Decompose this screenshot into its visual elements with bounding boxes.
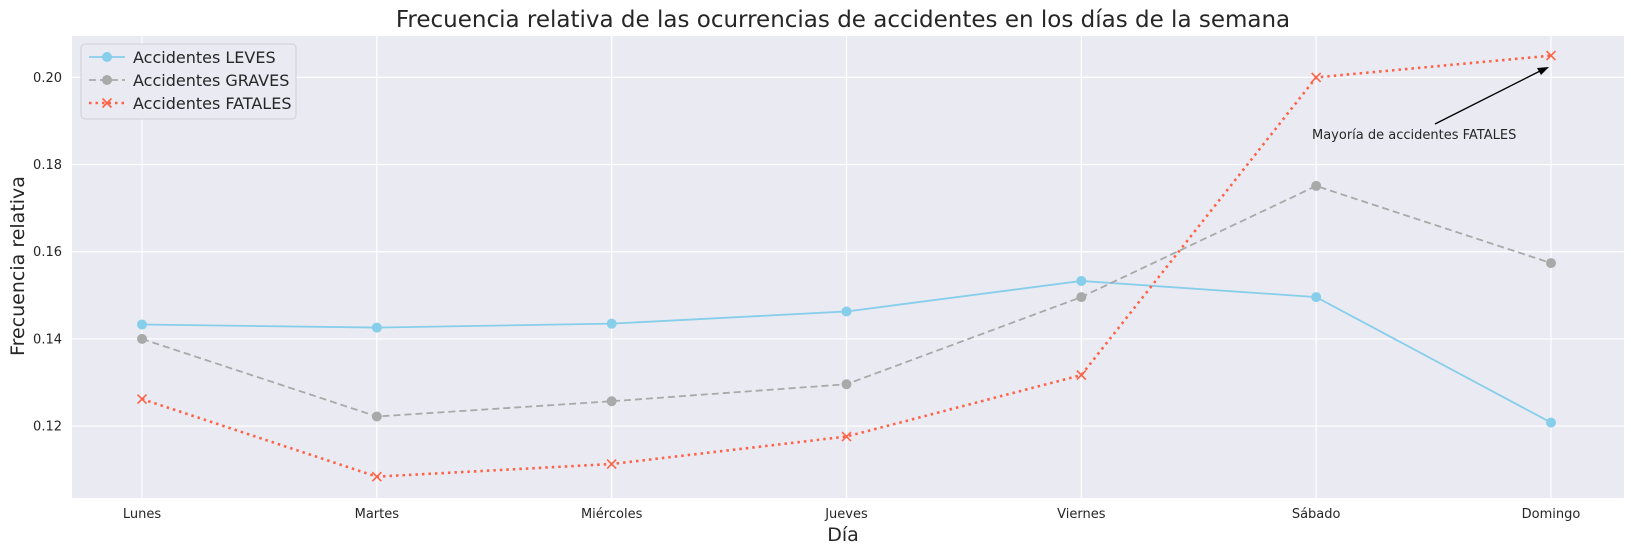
legend-box <box>80 43 297 120</box>
data-point-graves <box>1076 292 1087 303</box>
x-tick-label: Sábado <box>1292 507 1341 522</box>
legend-marker-graves <box>102 75 112 85</box>
series-leves <box>137 275 1556 428</box>
plot-background <box>72 36 1624 498</box>
series-fatales <box>136 50 1557 482</box>
y-tick-label: 0.18 <box>33 158 62 173</box>
y-tick-label: 0.12 <box>33 420 62 435</box>
x-axis: Lunes Martes Miércoles Jueves Viernes Sábado D… <box>123 507 1581 522</box>
data-point-fatales <box>1076 370 1087 381</box>
series-layer <box>136 50 1557 482</box>
annotation-arrow <box>1434 68 1545 125</box>
data-point-fatales <box>136 393 148 405</box>
x-axis-title: Día <box>827 524 859 546</box>
data-point-graves <box>371 411 382 422</box>
data-point-graves <box>137 333 147 344</box>
data-point-fatales <box>841 431 852 442</box>
x-tick-label: Martes <box>355 507 400 522</box>
annotation: Mayoría de accidentes FATALES <box>1312 67 1549 143</box>
data-point-graves <box>1311 180 1322 191</box>
data-point-graves <box>1546 258 1556 269</box>
annotation-text: Mayoría de accidentes FATALES <box>1312 128 1516 143</box>
data-point-graves <box>841 379 852 390</box>
data-point-graves <box>606 396 617 407</box>
x-tick-label: Domingo <box>1522 507 1581 522</box>
data-point-fatales <box>1311 72 1322 83</box>
legend: Accidentes LEVES Accidentes GRAVES Accid… <box>80 43 297 120</box>
legend-items <box>89 52 125 109</box>
y-axis-title: Frecuencia relativa <box>7 176 29 356</box>
y-axis: 0.12 0.14 0.16 0.18 0.20 <box>33 71 62 435</box>
annotation-arrow-head <box>1537 67 1549 75</box>
legend-label-leves: Accidentes LEVES <box>133 48 276 67</box>
grid <box>72 36 1624 498</box>
x-tick-label: Miércoles <box>581 507 643 522</box>
x-tick-label: Jueves <box>824 507 868 522</box>
data-point-leves <box>137 319 147 330</box>
x-tick-label: Lunes <box>123 507 161 522</box>
legend-marker-leves <box>102 52 112 62</box>
data-point-leves <box>841 306 852 317</box>
chart-title: Frecuencia relativa de las ocurrencias d… <box>396 7 1290 33</box>
data-point-leves <box>1076 275 1087 286</box>
data-point-fatales <box>606 458 617 470</box>
series-graves <box>137 180 1556 422</box>
data-point-fatales <box>371 471 382 482</box>
legend-label-fatales: Accidentes FATALES <box>133 94 291 113</box>
legend-marker-fatales <box>101 97 113 109</box>
y-tick-label: 0.14 <box>33 332 62 347</box>
data-point-fatales <box>1545 50 1557 61</box>
data-point-leves <box>606 318 617 329</box>
legend-label-graves: Accidentes GRAVES <box>133 71 289 90</box>
data-point-leves <box>1311 292 1322 303</box>
y-tick-label: 0.16 <box>33 245 62 260</box>
data-point-leves <box>371 322 382 333</box>
data-point-leves <box>1546 417 1556 428</box>
x-tick-label: Viernes <box>1057 507 1106 522</box>
y-tick-label: 0.20 <box>33 71 62 86</box>
